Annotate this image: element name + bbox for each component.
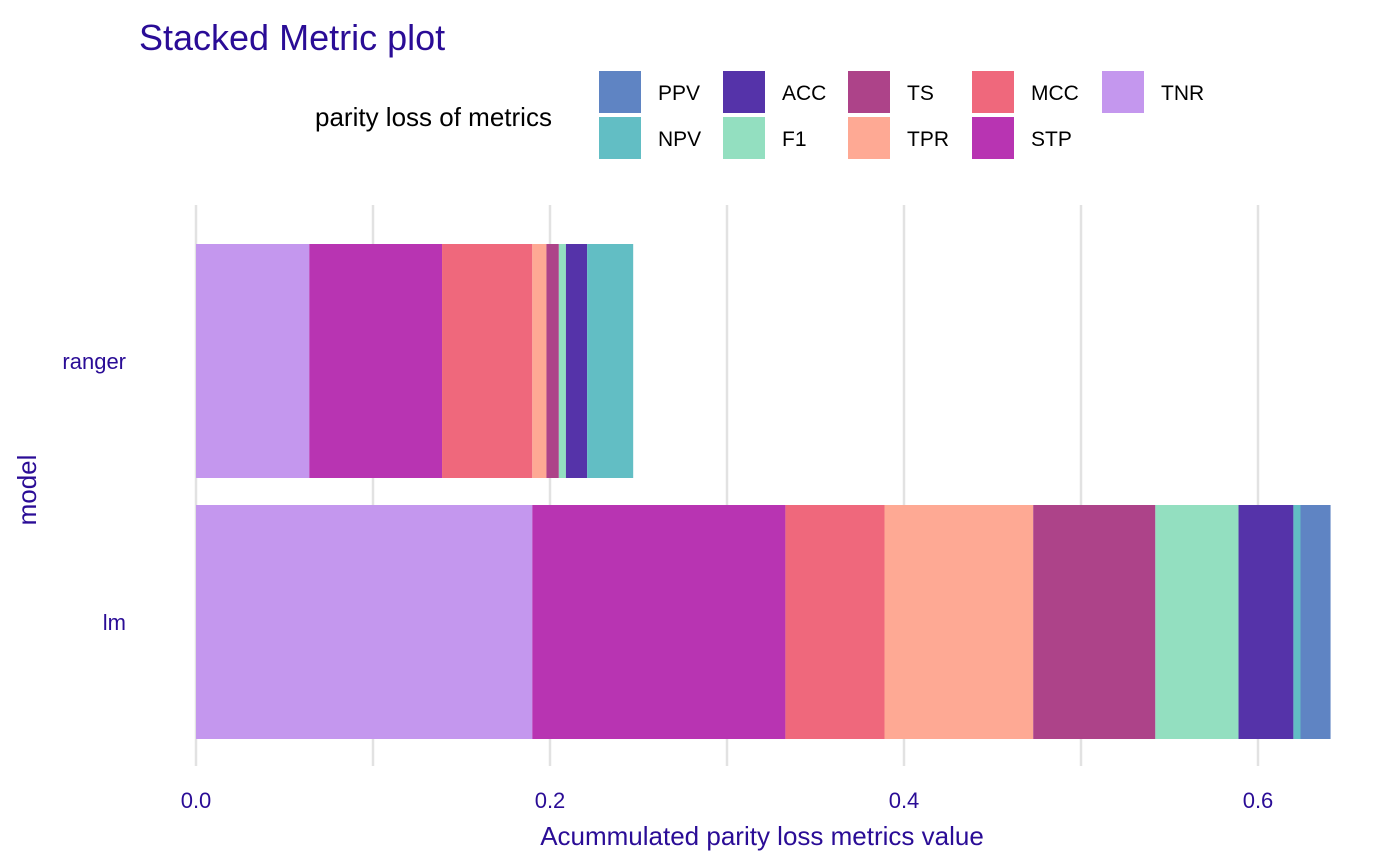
y-tick-labels: ranger lm <box>62 349 126 635</box>
legend-label-tnr: TNR <box>1161 82 1204 105</box>
legend-key-ppv <box>599 71 641 113</box>
x-tick-labels: 0.0 0.2 0.4 0.6 <box>181 788 1274 813</box>
legend-key-mcc <box>972 71 1014 113</box>
chart-title: Stacked Metric plot <box>139 17 445 58</box>
legend-key-tnr <box>1102 71 1144 113</box>
legend-title: parity loss of metrics <box>315 102 552 132</box>
legend-label-stp: STP <box>1031 128 1072 151</box>
bar-segment-lm-ts <box>1033 505 1156 739</box>
bar-segment-lm-mcc <box>785 505 885 739</box>
legend-label-acc: ACC <box>782 82 826 105</box>
legend-label-ppv: PPV <box>658 82 700 105</box>
x-axis-title: Acummulated parity loss metrics value <box>540 821 984 851</box>
bar-segment-ranger-acc <box>565 244 588 478</box>
bar-segment-lm-npv <box>1293 505 1301 739</box>
bar-segment-lm-ppv <box>1300 505 1331 739</box>
legend-key-acc <box>723 71 765 113</box>
legend-key-npv <box>599 117 641 159</box>
legend-key-ts <box>848 71 890 113</box>
y-axis-title: model <box>12 455 42 526</box>
legend-key-f1 <box>723 117 765 159</box>
legend: PPV NPV ACC F1 TS TPR MCC STP TNR <box>599 71 1204 159</box>
bar-segment-lm-f1 <box>1155 505 1239 739</box>
bar-segment-ranger-tpr <box>532 244 547 478</box>
bar-segment-ranger-stp <box>309 244 443 478</box>
x-tick-label: 0.2 <box>535 788 566 813</box>
legend-label-mcc: MCC <box>1031 82 1079 105</box>
bar-segment-ranger-mcc <box>442 244 533 478</box>
bar-segment-ranger-npv <box>587 244 634 478</box>
bar-segment-lm-tpr <box>884 505 1034 739</box>
legend-label-npv: NPV <box>658 128 701 151</box>
legend-key-tpr <box>848 117 890 159</box>
bar-segment-ranger-f1 <box>558 244 566 478</box>
bar-segment-lm-acc <box>1238 505 1294 739</box>
bar-segment-lm-tnr <box>196 505 533 739</box>
legend-label-tpr: TPR <box>907 128 949 151</box>
x-tick-label: 0.0 <box>181 788 212 813</box>
bar-segment-lm-stp <box>532 505 786 739</box>
bar-segment-ranger-tnr <box>196 244 310 478</box>
legend-key-stp <box>972 117 1014 159</box>
legend-label-f1: F1 <box>782 128 807 151</box>
x-tick-label: 0.4 <box>889 788 920 813</box>
bar-stacks <box>196 244 1331 739</box>
x-tick-label: 0.6 <box>1243 788 1274 813</box>
legend-label-ts: TS <box>907 82 934 105</box>
y-tick-label: lm <box>103 610 126 635</box>
bar-segment-ranger-ts <box>546 244 559 478</box>
y-tick-label: ranger <box>62 349 126 374</box>
